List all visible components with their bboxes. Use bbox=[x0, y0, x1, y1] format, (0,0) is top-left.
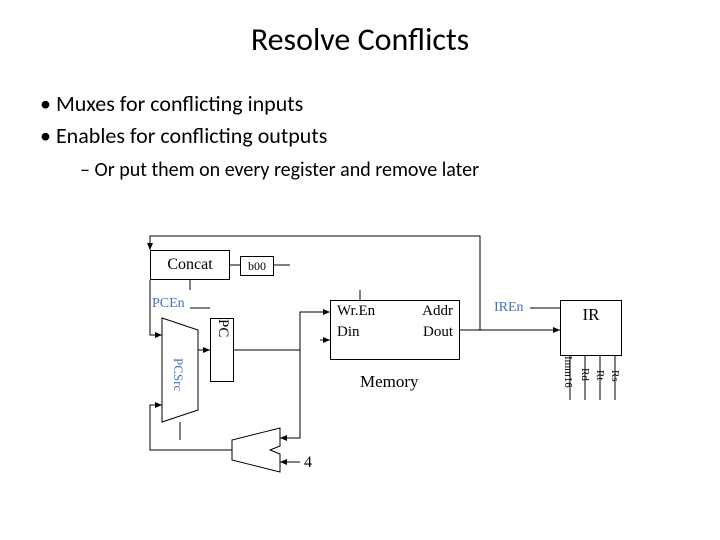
rd-label: Rd bbox=[579, 368, 591, 381]
pc-register: PC bbox=[210, 318, 234, 382]
diagram-wires bbox=[0, 0, 720, 540]
const-4: 4 bbox=[304, 454, 312, 472]
slide-title: Resolve Conflicts bbox=[0, 20, 720, 59]
pc-label: PC bbox=[211, 319, 235, 337]
dout-label: Dout bbox=[423, 324, 453, 341]
pcen-label: PCEn bbox=[152, 296, 185, 312]
din-label: Din bbox=[337, 324, 360, 341]
iren-label: IREn bbox=[494, 300, 524, 316]
addr-label: Addr bbox=[422, 303, 453, 320]
imm16-label: Imm16 bbox=[562, 356, 574, 388]
bullet-1: Muxes for conflicting inputs bbox=[40, 90, 303, 117]
rs-label: Rs bbox=[609, 370, 621, 382]
concat-block: Concat bbox=[150, 250, 230, 280]
sub-bullet-1: Or put them on every register and remove… bbox=[80, 158, 479, 182]
ir-register: IR bbox=[560, 300, 622, 356]
b00-block: b00 bbox=[240, 256, 274, 276]
rt-label: Rt bbox=[594, 370, 606, 380]
bullet-2: Enables for conflicting outputs bbox=[40, 122, 327, 149]
pcsrc-label: PCSrc bbox=[170, 358, 186, 391]
wren-label: Wr.En bbox=[337, 303, 375, 320]
memory-block: Wr.En Addr Din Dout bbox=[330, 300, 460, 360]
memory-label: Memory bbox=[360, 372, 419, 392]
